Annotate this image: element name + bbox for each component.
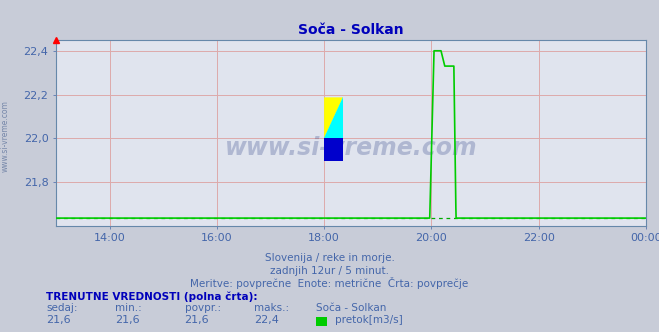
Text: www.si-vreme.com: www.si-vreme.com [1,100,10,172]
Text: Slovenija / reke in morje.: Slovenija / reke in morje. [264,253,395,263]
Title: Soča - Solkan: Soča - Solkan [298,23,404,37]
Text: 21,6: 21,6 [46,315,71,325]
Polygon shape [324,97,343,138]
Text: 21,6: 21,6 [115,315,140,325]
Text: povpr.:: povpr.: [185,303,221,313]
Text: www.si-vreme.com: www.si-vreme.com [225,136,477,160]
Text: pretok[m3/s]: pretok[m3/s] [335,315,403,325]
Polygon shape [324,97,343,138]
Text: sedaj:: sedaj: [46,303,78,313]
Text: TRENUTNE VREDNOSTI (polna črta):: TRENUTNE VREDNOSTI (polna črta): [46,292,258,302]
Text: zadnjih 12ur / 5 minut.: zadnjih 12ur / 5 minut. [270,266,389,276]
Text: Meritve: povprečne  Enote: metrične  Črta: povprečje: Meritve: povprečne Enote: metrične Črta:… [190,277,469,289]
Text: min.:: min.: [115,303,142,313]
Text: 22,4: 22,4 [254,315,279,325]
Text: maks.:: maks.: [254,303,289,313]
Bar [324,138,343,161]
Text: 21,6: 21,6 [185,315,209,325]
Text: Soča - Solkan: Soča - Solkan [316,303,387,313]
